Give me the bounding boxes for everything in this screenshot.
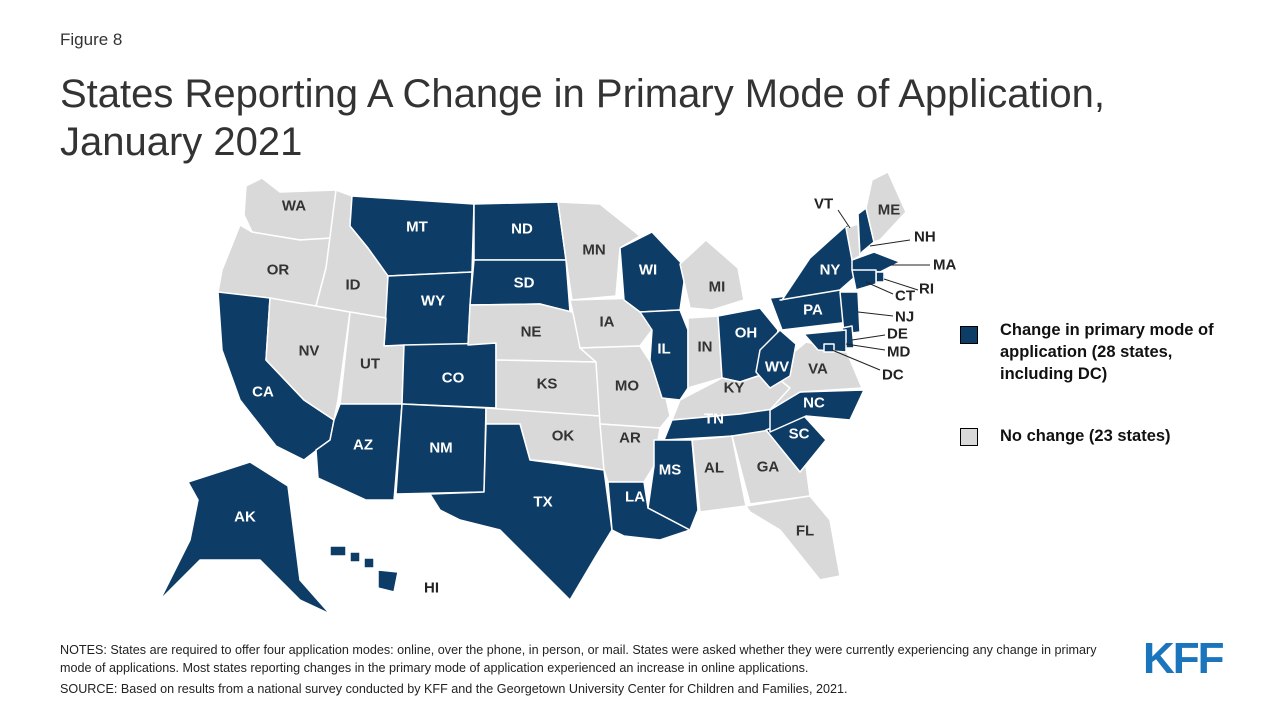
state-label-ca: CA: [252, 384, 274, 401]
state-label-wi: WI: [639, 262, 657, 279]
state-label-id: ID: [346, 277, 361, 294]
state-label-mt: MT: [406, 219, 428, 236]
state-ga: [731, 429, 811, 505]
state-label-ok: OK: [552, 428, 575, 445]
state-mn: [557, 201, 641, 301]
state-label-nj: NJ: [895, 309, 914, 326]
legend-label-no-change: No change (23 states): [1000, 427, 1171, 445]
state-la: [607, 481, 691, 541]
state-mo: [579, 345, 671, 429]
state-label-ak: AK: [234, 509, 256, 526]
figure-label: Figure 8: [60, 30, 123, 49]
state-label-mo: MO: [615, 378, 639, 395]
state-label-ny: NY: [820, 262, 841, 279]
state-label-ma: MA: [933, 257, 956, 274]
state-label-ga: GA: [757, 459, 780, 476]
state-label-pa: PA: [803, 302, 823, 319]
state-label-ne: NE: [521, 324, 542, 341]
state-label-ut: UT: [360, 356, 380, 373]
notes-text: NOTES: States are required to offer four…: [60, 643, 1097, 675]
state-label-ky: KY: [724, 380, 745, 397]
state-label-in: IN: [698, 339, 713, 356]
leader-line-nh: [869, 239, 911, 247]
state-label-al: AL: [704, 460, 724, 477]
state-label-ms: MS: [659, 462, 682, 479]
state-me: [865, 171, 907, 243]
state-label-va: VA: [808, 361, 828, 378]
state-label-dc: DC: [882, 367, 904, 384]
legend-swatch-no-change: [960, 428, 978, 446]
state-label-il: IL: [657, 341, 670, 358]
state-label-vt: VT: [814, 196, 833, 213]
state-label-ia: IA: [600, 314, 615, 331]
state-label-or: OR: [267, 262, 290, 279]
leader-line-vt: [837, 209, 851, 229]
leader-line-dc: [831, 349, 881, 371]
state-label-sc: SC: [789, 426, 810, 443]
state-label-wa: WA: [282, 198, 306, 215]
state-tx: [429, 423, 613, 601]
leader-line-md: [845, 343, 886, 351]
state-label-wv: WV: [765, 359, 789, 376]
state-label-ks: KS: [537, 376, 558, 393]
page-title: States Reporting A Change in Primary Mod…: [60, 72, 1106, 164]
state-label-ct: CT: [895, 288, 915, 305]
legend-swatch-change: [960, 326, 978, 344]
state-nj: [839, 291, 861, 335]
state-label-md: MD: [887, 344, 910, 361]
state-md: [803, 329, 847, 353]
state-label-fl: FL: [796, 523, 814, 540]
state-fl: [745, 495, 841, 581]
state-label-az: AZ: [353, 437, 373, 454]
state-label-sd: SD: [514, 275, 535, 292]
state-label-la: LA: [625, 489, 645, 506]
leader-line-nj: [857, 311, 894, 317]
state-label-nd: ND: [511, 221, 533, 238]
state-label-tx: TX: [533, 494, 552, 511]
leader-line-de: [851, 334, 886, 341]
state-dc: [823, 343, 835, 353]
states-layer: [159, 171, 907, 615]
state-label-co: CO: [442, 370, 465, 387]
state-label-hi: HI: [424, 580, 439, 597]
state-label-mn: MN: [582, 242, 605, 259]
state-label-ar: AR: [619, 430, 641, 447]
state-ct: [851, 269, 877, 291]
state-wv: [755, 329, 797, 389]
state-ma: [851, 251, 901, 273]
state-ri: [875, 271, 885, 283]
state-label-mi: MI: [709, 279, 726, 296]
state-mi: [679, 239, 745, 311]
state-label-de: DE: [887, 326, 908, 343]
state-label-me: ME: [878, 202, 901, 219]
state-nh: [857, 207, 875, 257]
labels-layer: WA OR CA NV ID MT WY UT AZ CO NM ND SD NE KS OK TX MN IA MO…: [234, 196, 956, 597]
kff-logo: KFF: [1143, 634, 1225, 683]
state-ak: [159, 461, 331, 615]
state-label-wy: WY: [421, 293, 445, 310]
source-text: SOURCE: Based on results from a national…: [60, 682, 848, 696]
state-label-nv: NV: [299, 343, 320, 360]
state-label-ri: RI: [919, 281, 934, 298]
state-label-tn: TN: [704, 411, 724, 428]
leader-line-ct: [865, 281, 894, 295]
state-ny: [779, 223, 857, 301]
state-label-oh: OH: [735, 325, 758, 342]
leader-line-ri: [883, 278, 919, 291]
legend-label-change: Change in primary mode of application (2…: [1000, 321, 1214, 383]
state-label-nh: NH: [914, 229, 936, 246]
state-hi: [329, 545, 399, 593]
state-label-nc: NC: [803, 395, 825, 412]
state-label-nm: NM: [429, 440, 452, 457]
